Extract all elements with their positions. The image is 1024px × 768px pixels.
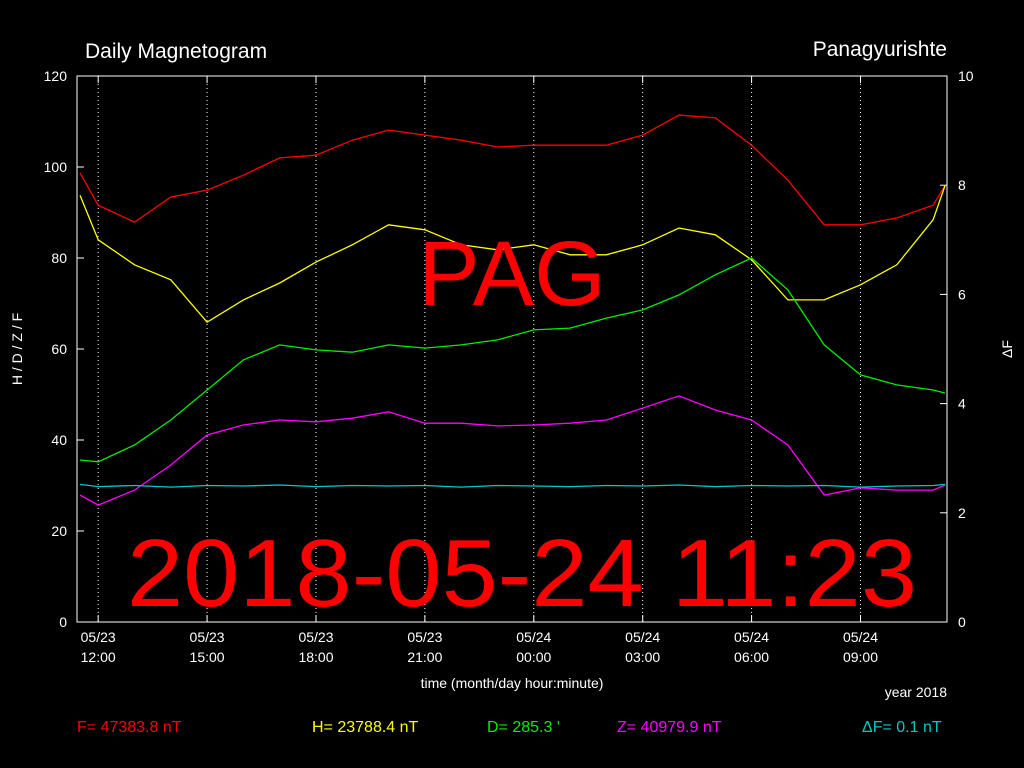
series-line	[79, 395, 946, 506]
y-tick-label: 60	[51, 341, 67, 357]
y-tick-label: 40	[51, 432, 67, 448]
x-tick-label: 05/23 21:00	[407, 629, 442, 665]
series-line	[79, 257, 946, 463]
reading: Z= 40979.9 nT	[617, 719, 722, 736]
x-tick-label: 05/23 12:00	[81, 629, 116, 665]
x-tick-label: 05/24 03:00	[625, 629, 660, 665]
y2-tick-label: 4	[958, 396, 966, 412]
y-tick-label: 120	[44, 68, 68, 84]
y-tick-label: 80	[51, 250, 67, 266]
reading: F= 47383.8 nT	[77, 719, 182, 736]
y2-tick-label: 8	[958, 177, 966, 193]
series-line	[79, 184, 946, 324]
reading: H= 23788.4 nT	[312, 719, 419, 736]
y2-tick-label: 10	[958, 68, 974, 84]
y-axis-label: H / D / Z / F	[9, 313, 25, 385]
y2-tick-label: 0	[958, 614, 966, 630]
station-code-overlay: PAG	[418, 223, 605, 325]
timestamp-overlay: 2018-05-24 11:23	[127, 520, 917, 627]
reading: ΔF= 0.1 nT	[862, 719, 942, 736]
reading: D= 285.3 '	[487, 719, 560, 736]
series-line	[79, 483, 946, 488]
y2-tick-label: 6	[958, 286, 966, 302]
chart-title: Daily Magnetogram	[85, 40, 267, 63]
x-tick-label: 05/23 18:00	[298, 629, 333, 665]
series-line	[79, 114, 946, 226]
station-name: Panagyurishte	[813, 38, 947, 61]
x-tick-label: 05/24 09:00	[843, 629, 878, 665]
year-note: year 2018	[885, 684, 947, 700]
y-tick-label: 0	[59, 614, 67, 630]
y2-axis-label: ΔF	[999, 340, 1015, 358]
x-tick-label: 05/24 06:00	[734, 629, 769, 665]
x-tick-label: 05/24 00:00	[516, 629, 551, 665]
y-tick-label: 20	[51, 523, 67, 539]
plot-frame	[76, 75, 948, 623]
x-tick-label: 05/23 15:00	[190, 629, 225, 665]
y-tick-label: 100	[44, 159, 68, 175]
x-axis-label: time (month/day hour:minute)	[421, 675, 604, 691]
y2-tick-label: 2	[958, 505, 966, 521]
